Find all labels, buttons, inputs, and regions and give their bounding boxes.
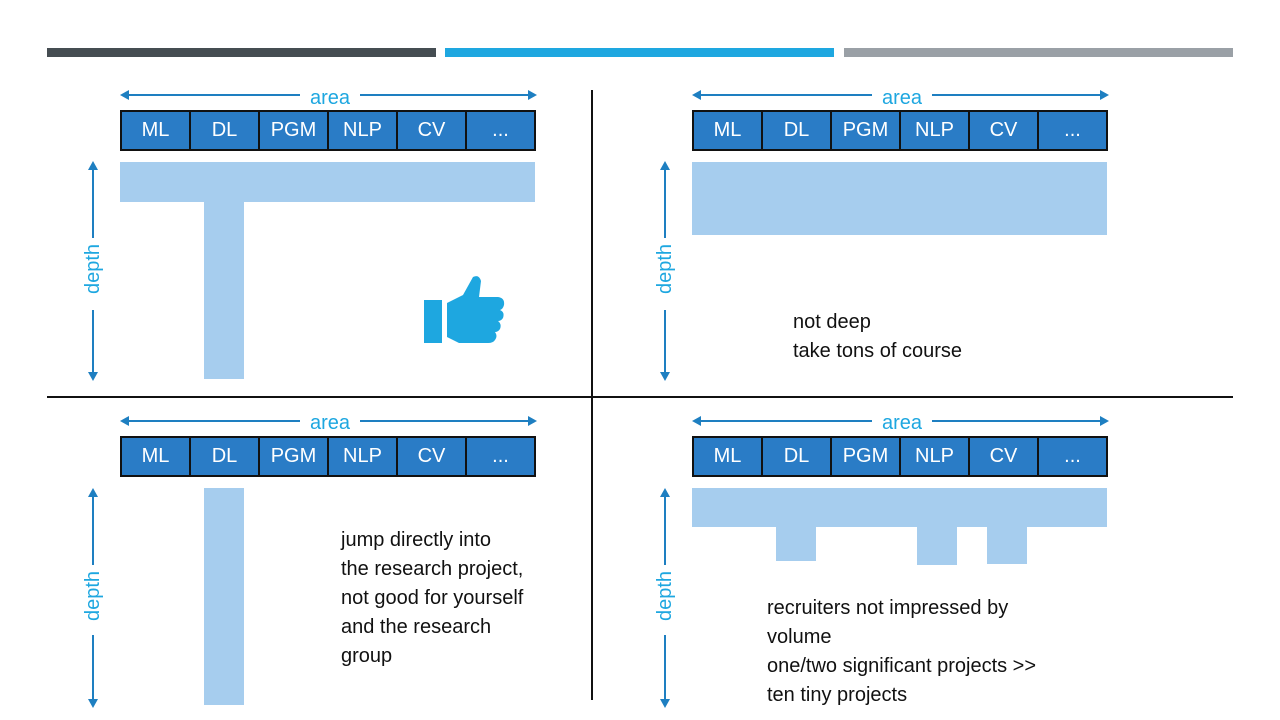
category-ml: ML [122,112,189,149]
category-nlp: NLP [901,112,968,149]
depth-arrow-down-head [88,699,98,708]
breadth-block [692,488,1107,527]
category-bar: ML DL PGM NLP CV ... [120,110,536,151]
category-dl: DL [763,112,830,149]
breadth-block [692,162,1107,235]
depth-arrow-up-head [660,161,670,170]
note-text: not deep take tons of course [793,308,962,366]
category-nlp: NLP [901,438,968,475]
small-depth-block [776,527,816,561]
depth-arrow-bottom [664,635,666,699]
category-nlp: NLP [329,112,396,149]
category-nlp: NLP [329,438,396,475]
note-line: volume [767,626,832,648]
small-depth-block [987,527,1027,564]
depth-arrow-up-head [660,488,670,497]
category-bar: ML DL PGM NLP CV ... [120,436,536,477]
note-line: jump directly into [341,529,492,551]
depth-arrow-down-head [88,372,98,381]
quadrant-divider-vertical [591,90,593,700]
category-pgm: PGM [832,112,899,149]
depth-arrow-top [92,495,94,565]
category-ml: ML [694,438,761,475]
note-line: ten tiny projects [767,684,908,706]
area-arrow-right-head [1100,416,1109,426]
category-more: ... [467,438,534,475]
depth-arrow-down-head [660,372,670,381]
category-cv: CV [970,438,1037,475]
depth-arrow-top [92,168,94,238]
note-line: the research project, [341,558,524,580]
category-bar: ML DL PGM NLP CV ... [692,436,1108,477]
note-line: group [341,645,393,667]
breadth-block [120,162,535,202]
category-more: ... [467,112,534,149]
category-pgm: PGM [260,112,327,149]
quadrant-divider-horizontal [47,396,1233,398]
depth-arrow-up-head [88,161,98,170]
category-bar: ML DL PGM NLP CV ... [692,110,1108,151]
category-ml: ML [122,438,189,475]
depth-arrow-up-head [88,488,98,497]
category-dl: DL [763,438,830,475]
area-label: area [872,88,932,108]
category-dl: DL [191,112,258,149]
category-more: ... [1039,112,1106,149]
depth-column [204,488,244,705]
depth-label: depth [82,570,104,622]
small-depth-block [917,527,957,565]
note-line: not good for yourself [341,587,524,609]
category-more: ... [1039,438,1106,475]
depth-arrow-bottom [92,310,94,372]
depth-label: depth [82,243,104,295]
note-line: and the research [341,616,492,638]
area-label: area [300,88,360,108]
thumbs-up-icon [424,276,505,343]
depth-arrow-top [664,168,666,238]
depth-column [204,202,244,379]
note-text: recruiters not impressed by volume one/t… [767,594,1036,710]
note-line: not deep [793,311,871,333]
depth-arrow-top [664,495,666,565]
area-arrow-right-head [528,90,537,100]
header-bar-dark [47,48,436,57]
depth-arrow-down-head [660,699,670,708]
note-line: one/two significant projects >> [767,655,1037,677]
header-bar-blue [445,48,834,57]
depth-arrow-bottom [664,310,666,372]
category-pgm: PGM [832,438,899,475]
category-ml: ML [694,112,761,149]
area-arrow-right-head [1100,90,1109,100]
area-label: area [872,413,932,433]
area-label: area [300,413,360,433]
category-cv: CV [398,438,465,475]
category-pgm: PGM [260,438,327,475]
category-cv: CV [398,112,465,149]
area-arrow-left-head [120,90,129,100]
area-arrow-left-head [692,90,701,100]
note-text: jump directly into the research project,… [341,526,523,671]
depth-arrow-bottom [92,635,94,699]
category-dl: DL [191,438,258,475]
category-cv: CV [970,112,1037,149]
area-arrow-right-head [528,416,537,426]
note-line: recruiters not impressed by [767,597,1009,619]
note-line: take tons of course [793,340,962,362]
depth-label: depth [654,243,676,295]
area-arrow-left-head [692,416,701,426]
area-arrow-left-head [120,416,129,426]
header-bar-gray [844,48,1233,57]
depth-label: depth [654,570,676,622]
